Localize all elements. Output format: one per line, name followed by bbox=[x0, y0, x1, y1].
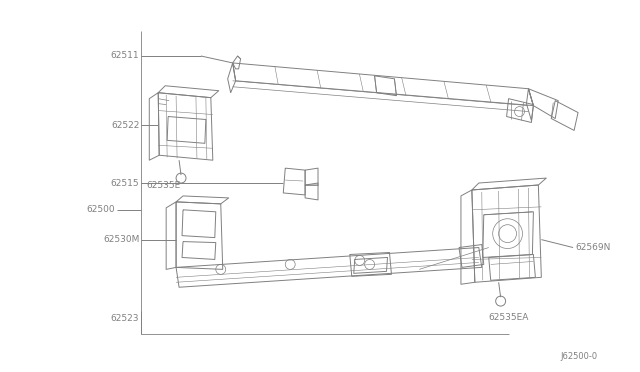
Text: 62522: 62522 bbox=[111, 121, 140, 130]
Text: J62500-0: J62500-0 bbox=[561, 352, 598, 361]
Text: 62515: 62515 bbox=[111, 179, 140, 187]
Text: 62569N: 62569N bbox=[575, 243, 611, 252]
Text: 62511: 62511 bbox=[111, 51, 140, 61]
Text: 62535E: 62535E bbox=[147, 180, 180, 189]
Text: 62500: 62500 bbox=[86, 205, 115, 214]
Text: 62523: 62523 bbox=[111, 314, 140, 324]
Text: 62535EA: 62535EA bbox=[489, 312, 529, 321]
Text: 62530M: 62530M bbox=[103, 235, 140, 244]
